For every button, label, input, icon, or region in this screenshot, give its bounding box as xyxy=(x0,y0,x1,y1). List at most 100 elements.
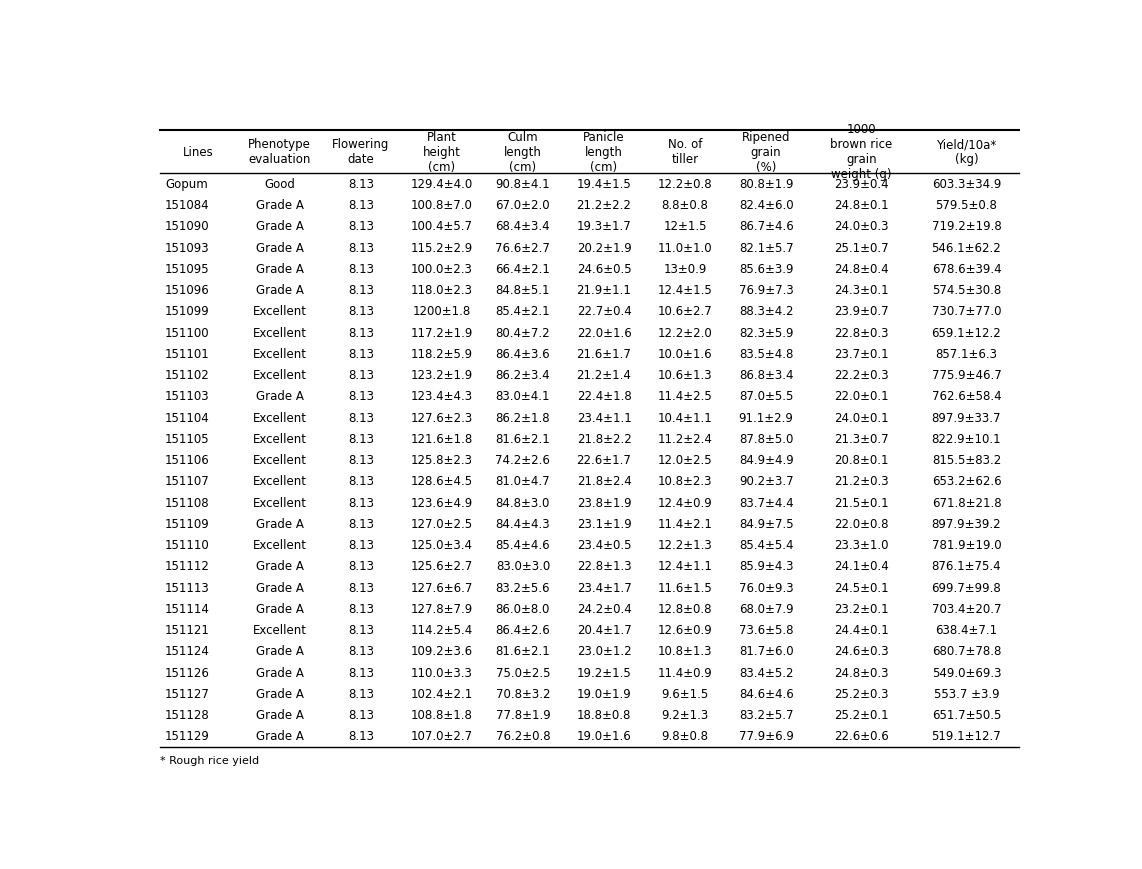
Text: 12.4±1.1: 12.4±1.1 xyxy=(658,560,713,573)
Text: 86.7±4.6: 86.7±4.6 xyxy=(739,220,794,233)
Text: 86.2±3.4: 86.2±3.4 xyxy=(496,368,550,381)
Text: 151102: 151102 xyxy=(164,368,210,381)
Text: 638.4±7.1: 638.4±7.1 xyxy=(935,623,998,636)
Text: Grade A: Grade A xyxy=(256,199,304,212)
Text: 8.13: 8.13 xyxy=(348,305,373,318)
Text: Grade A: Grade A xyxy=(256,645,304,658)
Text: 88.3±4.2: 88.3±4.2 xyxy=(739,305,794,318)
Text: 82.3±5.9: 82.3±5.9 xyxy=(739,326,794,339)
Text: 127.0±2.5: 127.0±2.5 xyxy=(411,517,473,530)
Text: 83.4±5.2: 83.4±5.2 xyxy=(739,666,794,679)
Text: 151103: 151103 xyxy=(164,390,209,403)
Text: 9.6±1.5: 9.6±1.5 xyxy=(661,687,709,700)
Text: 12.8±0.8: 12.8±0.8 xyxy=(658,602,713,615)
Text: 80.8±1.9: 80.8±1.9 xyxy=(739,177,794,190)
Text: 8.13: 8.13 xyxy=(348,623,373,636)
Text: 8.13: 8.13 xyxy=(348,560,373,573)
Text: 129.4±4.0: 129.4±4.0 xyxy=(411,177,473,190)
Text: Grade A: Grade A xyxy=(256,687,304,700)
Text: 151100: 151100 xyxy=(164,326,209,339)
Text: 10.6±1.3: 10.6±1.3 xyxy=(658,368,713,381)
Text: 25.1±0.7: 25.1±0.7 xyxy=(835,242,888,255)
Text: 762.6±58.4: 762.6±58.4 xyxy=(932,390,1002,403)
Text: 85.4±5.4: 85.4±5.4 xyxy=(739,539,794,552)
Text: 24.1±0.4: 24.1±0.4 xyxy=(834,560,888,573)
Text: 24.6±0.5: 24.6±0.5 xyxy=(577,262,632,275)
Text: 85.9±4.3: 85.9±4.3 xyxy=(739,560,794,573)
Text: 151127: 151127 xyxy=(164,687,210,700)
Text: 23.4±0.5: 23.4±0.5 xyxy=(577,539,632,552)
Text: 151121: 151121 xyxy=(164,623,210,636)
Text: 151110: 151110 xyxy=(164,539,210,552)
Text: 21.3±0.7: 21.3±0.7 xyxy=(835,433,888,445)
Text: 127.6±6.7: 127.6±6.7 xyxy=(411,581,473,594)
Text: Grade A: Grade A xyxy=(256,242,304,255)
Text: 67.0±2.0: 67.0±2.0 xyxy=(496,199,550,212)
Text: Panicle
length
(cm): Panicle length (cm) xyxy=(584,131,625,174)
Text: 730.7±77.0: 730.7±77.0 xyxy=(932,305,1002,318)
Text: 74.2±2.6: 74.2±2.6 xyxy=(496,454,550,467)
Text: 8.13: 8.13 xyxy=(348,348,373,361)
Text: 151096: 151096 xyxy=(164,284,210,296)
Text: 21.6±1.7: 21.6±1.7 xyxy=(577,348,632,361)
Text: 18.8±0.8: 18.8±0.8 xyxy=(577,708,632,721)
Text: 19.0±1.9: 19.0±1.9 xyxy=(577,687,632,700)
Text: 653.2±62.6: 653.2±62.6 xyxy=(932,474,1002,488)
Text: 1200±1.8: 1200±1.8 xyxy=(412,305,471,318)
Text: 19.0±1.6: 19.0±1.6 xyxy=(577,730,632,742)
Text: 11.4±2.5: 11.4±2.5 xyxy=(658,390,713,403)
Text: Grade A: Grade A xyxy=(256,708,304,721)
Text: 22.6±0.6: 22.6±0.6 xyxy=(834,730,888,742)
Text: 66.4±2.1: 66.4±2.1 xyxy=(496,262,550,275)
Text: 83.0±3.0: 83.0±3.0 xyxy=(496,560,550,573)
Text: 90.2±3.7: 90.2±3.7 xyxy=(739,474,794,488)
Text: 22.2±0.3: 22.2±0.3 xyxy=(835,368,888,381)
Text: No. of
tiller: No. of tiller xyxy=(668,138,702,166)
Text: 85.4±2.1: 85.4±2.1 xyxy=(496,305,550,318)
Text: 651.7±50.5: 651.7±50.5 xyxy=(932,708,1002,721)
Text: 19.4±1.5: 19.4±1.5 xyxy=(577,177,632,190)
Text: Grade A: Grade A xyxy=(256,284,304,296)
Text: Good: Good xyxy=(264,177,295,190)
Text: 24.8±0.4: 24.8±0.4 xyxy=(835,262,888,275)
Text: 86.4±2.6: 86.4±2.6 xyxy=(496,623,550,636)
Text: 8.13: 8.13 xyxy=(348,326,373,339)
Text: 24.2±0.4: 24.2±0.4 xyxy=(577,602,632,615)
Text: 151128: 151128 xyxy=(164,708,210,721)
Text: 151108: 151108 xyxy=(164,496,209,509)
Text: 8.8±0.8: 8.8±0.8 xyxy=(661,199,708,212)
Text: 118.0±2.3: 118.0±2.3 xyxy=(411,284,473,296)
Text: 151084: 151084 xyxy=(164,199,209,212)
Text: 76.6±2.7: 76.6±2.7 xyxy=(496,242,550,255)
Text: 23.1±1.9: 23.1±1.9 xyxy=(577,517,632,530)
Text: 11.0±1.0: 11.0±1.0 xyxy=(658,242,713,255)
Text: 151095: 151095 xyxy=(164,262,209,275)
Text: 719.2±19.8: 719.2±19.8 xyxy=(932,220,1002,233)
Text: 9.8±0.8: 9.8±0.8 xyxy=(661,730,708,742)
Text: 8.13: 8.13 xyxy=(348,262,373,275)
Text: 84.6±4.6: 84.6±4.6 xyxy=(739,687,794,700)
Text: 23.2±0.1: 23.2±0.1 xyxy=(835,602,888,615)
Text: 703.4±20.7: 703.4±20.7 xyxy=(932,602,1002,615)
Text: 151105: 151105 xyxy=(164,433,209,445)
Text: Grade A: Grade A xyxy=(256,517,304,530)
Text: 20.2±1.9: 20.2±1.9 xyxy=(577,242,632,255)
Text: 151093: 151093 xyxy=(164,242,209,255)
Text: 109.2±3.6: 109.2±3.6 xyxy=(411,645,473,658)
Text: 81.7±6.0: 81.7±6.0 xyxy=(739,645,794,658)
Text: Excellent: Excellent xyxy=(252,496,307,509)
Text: 12±1.5: 12±1.5 xyxy=(664,220,707,233)
Text: 81.0±4.7: 81.0±4.7 xyxy=(496,474,550,488)
Text: 151101: 151101 xyxy=(164,348,210,361)
Text: 23.9±0.7: 23.9±0.7 xyxy=(835,305,888,318)
Text: 125.6±2.7: 125.6±2.7 xyxy=(411,560,473,573)
Text: 21.2±1.4: 21.2±1.4 xyxy=(577,368,632,381)
Text: 73.6±5.8: 73.6±5.8 xyxy=(739,623,794,636)
Text: 10.8±2.3: 10.8±2.3 xyxy=(658,474,713,488)
Text: 84.9±7.5: 84.9±7.5 xyxy=(739,517,794,530)
Text: 22.0±0.1: 22.0±0.1 xyxy=(835,390,888,403)
Text: 815.5±83.2: 815.5±83.2 xyxy=(932,454,1002,467)
Text: 1000
brown rice
grain
weight (g): 1000 brown rice grain weight (g) xyxy=(830,123,893,182)
Text: 12.2±2.0: 12.2±2.0 xyxy=(658,326,713,339)
Text: * Rough rice yield: * Rough rice yield xyxy=(160,754,259,765)
